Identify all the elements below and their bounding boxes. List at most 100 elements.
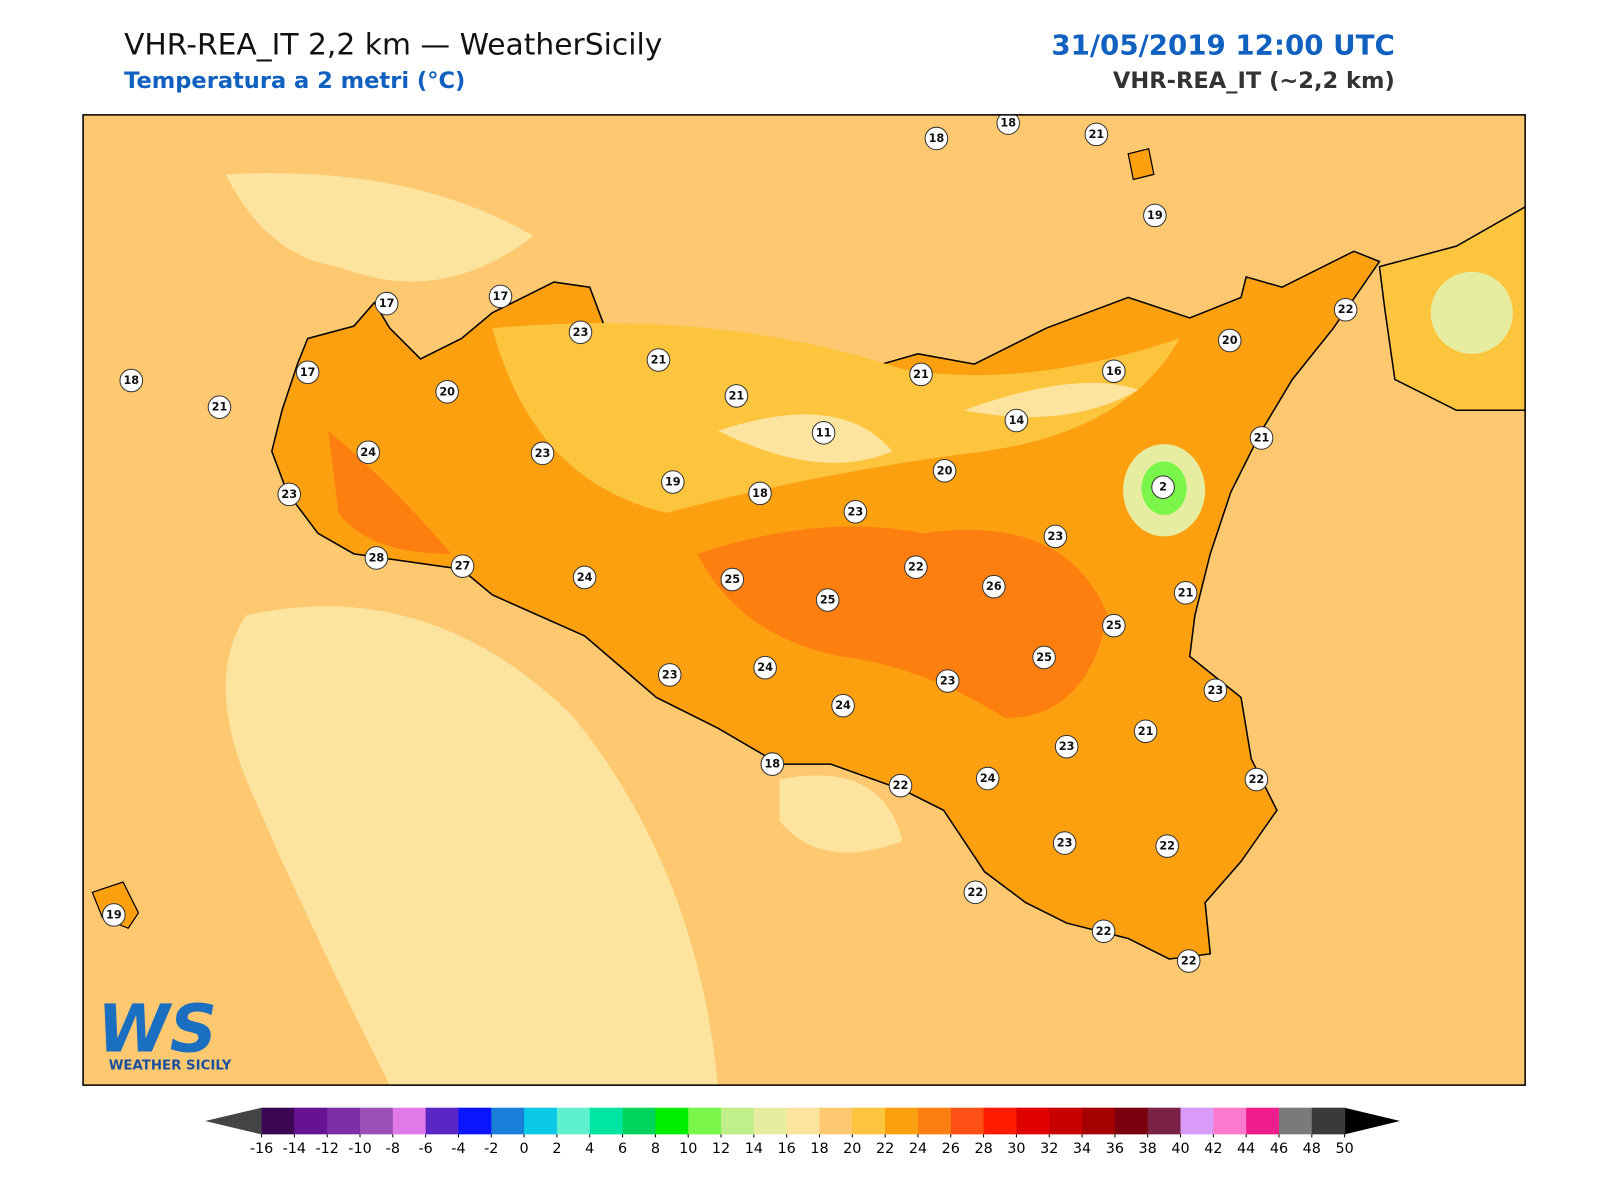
colorbar-label: 28 xyxy=(974,1141,992,1157)
station-marker xyxy=(1043,524,1068,549)
station: 21 xyxy=(207,395,232,419)
station: 17 xyxy=(374,291,399,316)
station-marker xyxy=(1249,426,1274,450)
station-marker xyxy=(277,482,302,507)
logo: WS WEATHER SICILY xyxy=(97,991,231,1073)
station-value: 21 xyxy=(729,389,745,402)
station-value: 22 xyxy=(1159,840,1175,853)
station-value: 19 xyxy=(106,908,122,921)
colorbar-box xyxy=(327,1107,361,1135)
colorbar-under xyxy=(205,1107,262,1135)
colorbar-label: 34 xyxy=(1073,1141,1091,1157)
station-value: 20 xyxy=(439,385,455,398)
station-value: 28 xyxy=(369,551,385,564)
station-value: 23 xyxy=(535,447,551,460)
colorbar-box xyxy=(852,1107,886,1135)
station-marker xyxy=(450,554,475,578)
station: 21 xyxy=(1173,581,1198,605)
colorbar-box xyxy=(1049,1107,1083,1135)
station: 19 xyxy=(661,470,685,494)
station-marker xyxy=(1155,834,1179,858)
station-value: 21 xyxy=(212,401,228,414)
colorbar-label: 46 xyxy=(1270,1141,1288,1157)
station: 24 xyxy=(831,693,855,718)
station-value: 24 xyxy=(757,661,773,674)
colorbar-box xyxy=(885,1107,919,1135)
colorbar-label: 4 xyxy=(585,1141,594,1157)
station: 18 xyxy=(119,368,144,393)
station: 23 xyxy=(530,441,555,466)
colorbar-label: 44 xyxy=(1237,1141,1255,1157)
station: 18 xyxy=(924,126,949,151)
station: 23 xyxy=(568,320,593,345)
station-value: 21 xyxy=(1089,128,1105,141)
station-marker xyxy=(1004,408,1029,433)
colorbar-label: 50 xyxy=(1335,1141,1353,1157)
colorbar-label: 48 xyxy=(1303,1141,1321,1157)
colorbar-box xyxy=(1114,1107,1149,1135)
station-marker xyxy=(831,693,855,718)
station-marker xyxy=(748,481,772,506)
station: 22 xyxy=(963,880,988,905)
station: 22 xyxy=(888,773,913,798)
colorbar-label: 42 xyxy=(1204,1141,1222,1157)
colorbar-label: -14 xyxy=(283,1141,306,1157)
station-value: 23 xyxy=(1048,530,1064,543)
station-value: 19 xyxy=(665,476,681,489)
station-marker xyxy=(963,880,988,905)
station-value: 17 xyxy=(493,290,509,303)
station: 2 xyxy=(1151,475,1175,499)
colorbar-label: 14 xyxy=(745,1141,763,1157)
station-value: 23 xyxy=(1059,740,1075,753)
colorbar-box xyxy=(753,1107,788,1135)
station-value: 23 xyxy=(848,505,864,518)
station-marker xyxy=(1176,949,1201,973)
colorbar-box xyxy=(819,1107,853,1135)
colorbar-box xyxy=(983,1107,1017,1135)
station-value: 25 xyxy=(820,594,836,607)
colorbar-label: 0 xyxy=(520,1141,529,1157)
colorbar-box xyxy=(655,1107,689,1135)
station-marker xyxy=(760,752,785,776)
station: 21 xyxy=(1084,122,1109,147)
station: 19 xyxy=(1143,203,1167,228)
station-value: 22 xyxy=(908,561,924,574)
station-marker xyxy=(1173,581,1198,605)
colorbar-label: 36 xyxy=(1106,1141,1124,1157)
colorbar-box xyxy=(1016,1107,1050,1135)
station: 21 xyxy=(724,384,749,408)
station-marker xyxy=(1151,475,1175,499)
station-marker xyxy=(975,766,1000,791)
station-value: 18 xyxy=(1000,117,1016,130)
colorbar-label: 8 xyxy=(651,1141,660,1157)
colorbar-box xyxy=(589,1107,624,1135)
station: 11 xyxy=(811,421,836,445)
station-marker xyxy=(356,440,380,465)
colorbar-box xyxy=(425,1107,459,1135)
date: 31/05/2019 12:00 UTC xyxy=(1051,28,1394,61)
station-value: 23 xyxy=(573,326,589,339)
station-value: 27 xyxy=(455,560,471,573)
station: 24 xyxy=(975,766,1000,791)
station: 21 xyxy=(909,362,933,387)
colorbar-label: 12 xyxy=(712,1141,730,1157)
colorbar-box xyxy=(524,1107,558,1135)
station-value: 25 xyxy=(1106,619,1122,632)
station: 22 xyxy=(1333,297,1358,322)
colorbar-label: 38 xyxy=(1139,1141,1157,1157)
station-marker xyxy=(530,441,555,466)
station: 23 xyxy=(843,500,868,524)
station-value: 18 xyxy=(752,487,768,500)
colorbar-box xyxy=(786,1107,820,1135)
colorbar-label: -12 xyxy=(315,1141,338,1157)
station-marker xyxy=(1091,919,1116,944)
station: 22 xyxy=(1176,949,1201,973)
station: 22 xyxy=(1091,919,1116,944)
station: 25 xyxy=(720,567,745,592)
colorbar-label: 18 xyxy=(810,1141,828,1157)
station: 21 xyxy=(1249,426,1274,450)
station-marker xyxy=(982,574,1006,599)
station: 25 xyxy=(1102,613,1126,638)
